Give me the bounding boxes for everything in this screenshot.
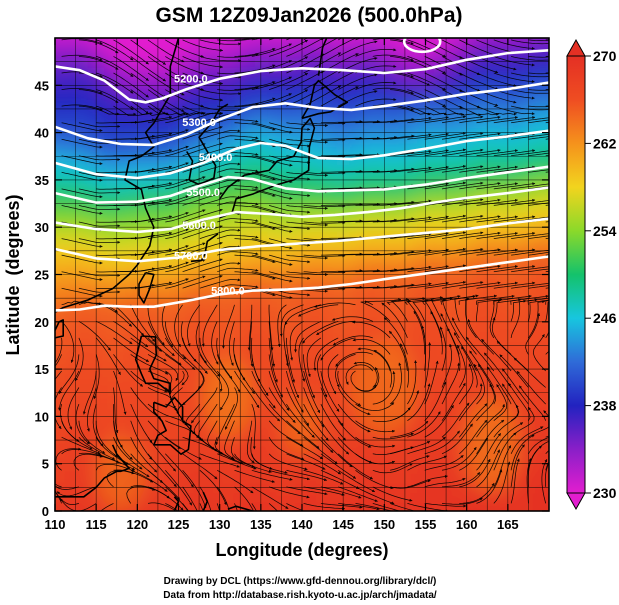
contour-line: [55, 165, 549, 204]
x-tick-label: 155: [415, 517, 437, 532]
y-tick-label: 5: [42, 457, 49, 472]
credit-data: Data from http://database.rish.kyoto-u.a…: [163, 590, 437, 601]
y-tick-label: 0: [42, 504, 49, 519]
height-contours: 5200.0 5300.0 5400.0 5500.0 5600.0 5700.0 5800…: [55, 38, 549, 312]
contour-label: 5400.0: [199, 152, 233, 164]
y-tick-label: 15: [35, 362, 49, 377]
colorbar-tick-label: 254: [593, 223, 617, 239]
colorbar-tick-label: 230: [593, 485, 617, 501]
chart-title: GSM 12Z09Jan2026 (500.0hPa): [155, 4, 462, 27]
x-tick-label: 140: [291, 517, 313, 532]
contour-label: 5700.0: [174, 250, 208, 262]
colorbar-top-arrow: [566, 38, 586, 57]
contour-line: [55, 129, 549, 180]
y-tick-label: 10: [35, 409, 49, 424]
x-tick-label: 145: [332, 517, 354, 532]
y-tick-label: 20: [35, 315, 49, 330]
contour-line: [55, 49, 549, 104]
colorbar-tick-label: 262: [593, 135, 617, 151]
contour-closed-low: [402, 38, 442, 54]
colorbar-bar: [566, 55, 586, 494]
contour-line: [55, 255, 549, 312]
y-tick-label: 45: [35, 78, 49, 93]
x-tick-label: 160: [456, 517, 478, 532]
x-tick-label: 125: [168, 517, 190, 532]
colorbar-tick-label: 270: [593, 48, 617, 64]
x-tick-label: 165: [497, 517, 519, 532]
y-tick-label: 25: [35, 268, 49, 283]
contour-label: 5600.0: [182, 220, 216, 232]
grid-lines: [55, 38, 549, 511]
contour-label: 5500.0: [186, 187, 220, 199]
colorbar-tick-label: 238: [593, 398, 617, 414]
y-axis-ticks: 0 5 10 15 20 25 30 35 40 45: [35, 78, 549, 519]
x-tick-label: 110: [45, 517, 66, 532]
x-tick-label: 135: [250, 517, 272, 532]
x-axis-ticks: 110 115 120 125 130 135 140 145 150 155 160 165: [45, 38, 519, 532]
y-tick-label: 40: [35, 126, 49, 141]
x-tick-label: 120: [126, 517, 148, 532]
plot-area: 5200.0 5300.0 5400.0 5500.0 5600.0 5700.0 5800…: [55, 38, 549, 511]
x-tick-label: 115: [86, 517, 107, 532]
colorbar-ticks: 230 238 246 254 262 270: [585, 48, 617, 501]
y-tick-label: 35: [35, 173, 49, 188]
colorbar-tick-label: 246: [593, 310, 617, 326]
contour-line: [55, 81, 549, 147]
x-tick-label: 130: [209, 517, 231, 532]
y-tick-label: 30: [35, 220, 49, 235]
contour-line: [55, 186, 549, 234]
colorbar: 230 238 246 254 262 270: [566, 38, 617, 511]
contour-label: 5800.0: [211, 285, 245, 297]
contour-label: 5200.0: [174, 73, 208, 85]
x-axis-label: Longitude (degrees): [215, 540, 388, 560]
y-axis-label: Latitude (degrees): [3, 194, 23, 355]
contour-label: 5300.0: [182, 117, 216, 129]
x-tick-label: 150: [373, 517, 395, 532]
credit-drawing: Drawing by DCL (https://www.gfd-dennou.o…: [164, 576, 437, 587]
colorbar-bottom-arrow: [566, 492, 586, 511]
contour-line: [55, 217, 549, 263]
